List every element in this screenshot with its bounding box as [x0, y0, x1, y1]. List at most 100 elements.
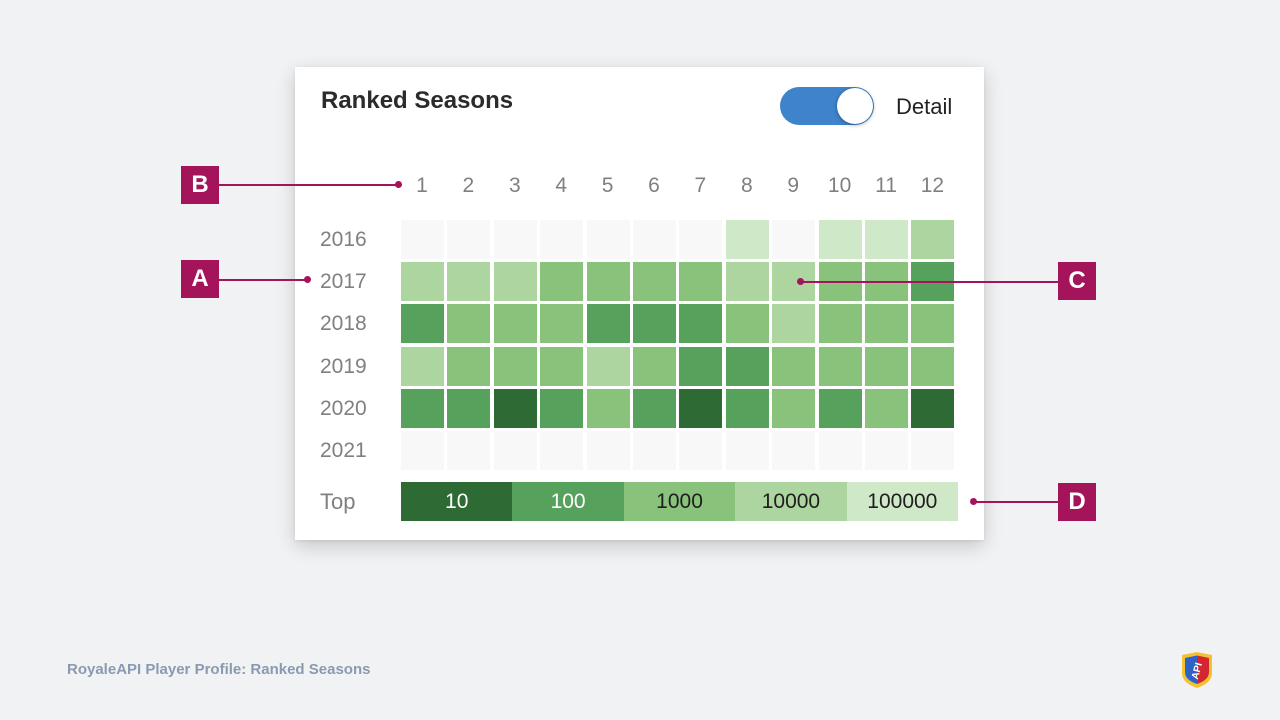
detail-label: Detail [896, 94, 953, 119]
season-header: 6 [648, 174, 660, 197]
legend-item: 10000 [735, 482, 847, 521]
season-header: 9 [787, 174, 800, 197]
year-label: 2018 [320, 312, 367, 336]
legend-title: Top [320, 489, 356, 514]
season-cell[interactable] [586, 304, 630, 344]
footer-caption: RoyaleAPI Player Profile: Ranked Seasons [67, 661, 371, 678]
season-cell[interactable] [818, 220, 862, 259]
season-cell[interactable] [911, 220, 955, 259]
season-cell[interactable] [633, 262, 676, 302]
season-cell[interactable] [772, 431, 816, 470]
season-cell[interactable] [633, 220, 676, 259]
season-cell[interactable] [725, 388, 769, 428]
season-cell[interactable] [447, 262, 491, 302]
toggle-knob[interactable] [837, 88, 873, 124]
season-cell[interactable] [586, 220, 630, 259]
season-cell[interactable] [911, 304, 955, 344]
season-cell[interactable] [911, 346, 955, 386]
detail-toggle[interactable] [780, 87, 874, 125]
season-header: 12 [920, 174, 945, 197]
season-cell[interactable] [725, 262, 769, 302]
season-cell[interactable] [493, 220, 537, 259]
season-cell[interactable] [401, 220, 444, 259]
season-cell[interactable] [818, 388, 862, 428]
season-cell[interactable] [865, 388, 908, 428]
season-cell[interactable] [633, 304, 676, 344]
season-cell[interactable] [865, 304, 908, 344]
season-cell[interactable] [772, 220, 816, 259]
season-cell[interactable] [540, 262, 584, 302]
callout-b-leader [219, 184, 397, 186]
year-label: 2017 [320, 270, 367, 294]
season-cell[interactable] [633, 388, 676, 428]
season-cell[interactable] [401, 431, 444, 470]
season-cell[interactable] [772, 346, 816, 386]
season-cell[interactable] [725, 304, 769, 344]
legend-item: 1000 [623, 482, 736, 521]
season-cell[interactable] [679, 262, 723, 302]
season-cell[interactable] [772, 304, 816, 344]
season-cell[interactable] [401, 346, 444, 386]
season-cell[interactable] [818, 304, 862, 344]
season-cell[interactable] [865, 346, 908, 386]
season-header: 7 [694, 174, 707, 197]
season-cell[interactable] [493, 262, 537, 302]
legend-item: 100000 [846, 482, 959, 521]
season-cell[interactable] [679, 304, 723, 344]
callout-d: D [1058, 483, 1096, 521]
season-cell[interactable] [401, 388, 444, 428]
logo-text: API [1190, 661, 1205, 680]
season-cell[interactable] [493, 346, 537, 386]
season-cell[interactable] [540, 304, 584, 344]
callout-b: B [181, 166, 219, 204]
season-cell[interactable] [911, 431, 955, 470]
season-cell[interactable] [633, 346, 676, 386]
legend-item: 10 [401, 482, 513, 521]
season-header: 4 [555, 174, 568, 197]
season-cell[interactable] [493, 304, 537, 344]
callout-c: C [1058, 262, 1096, 300]
season-cell[interactable] [725, 220, 769, 259]
season-cell[interactable] [911, 388, 955, 428]
season-cell[interactable] [540, 431, 584, 470]
season-cell[interactable] [633, 431, 676, 470]
season-cell[interactable] [679, 346, 723, 386]
season-cell[interactable] [586, 388, 630, 428]
season-cell[interactable] [401, 304, 444, 344]
season-header: 10 [827, 174, 852, 197]
year-label: 2021 [320, 439, 367, 462]
season-cell[interactable] [540, 220, 584, 259]
season-cell[interactable] [679, 220, 723, 259]
season-cell[interactable] [772, 388, 816, 428]
season-cell[interactable] [725, 346, 769, 386]
season-header: 11 [875, 174, 897, 197]
season-cell[interactable] [447, 346, 491, 386]
season-cell[interactable] [818, 346, 862, 386]
season-cell[interactable] [818, 431, 862, 470]
season-cell[interactable] [586, 431, 630, 470]
season-cell[interactable] [493, 431, 537, 470]
season-cell[interactable] [865, 431, 908, 470]
rank-legend: 10 100 1000 10000 100000 [401, 482, 959, 521]
callout-c-leader [801, 281, 1059, 283]
season-header: 5 [601, 174, 614, 197]
season-cell[interactable] [447, 220, 491, 259]
season-cell[interactable] [447, 431, 491, 470]
season-cell[interactable] [493, 388, 537, 428]
card-title: Ranked Seasons [321, 87, 514, 114]
callout-a-dot [304, 276, 311, 283]
season-cell[interactable] [447, 304, 491, 344]
season-cell[interactable] [447, 388, 491, 428]
season-cell[interactable] [540, 346, 584, 386]
season-cell[interactable] [401, 262, 444, 302]
season-cell[interactable] [540, 388, 584, 428]
season-cell[interactable] [865, 220, 908, 259]
ranked-seasons-card: Ranked Seasons Detail 1 2 3 4 5 6 7 8 9 10 11 12 20… [295, 67, 984, 540]
year-label: 2020 [320, 396, 367, 420]
season-cell[interactable] [725, 431, 769, 470]
season-cell[interactable] [586, 346, 630, 386]
season-cell[interactable] [586, 262, 630, 302]
season-cell[interactable] [679, 431, 723, 470]
year-label: 2019 [320, 354, 367, 378]
season-cell[interactable] [679, 388, 723, 428]
